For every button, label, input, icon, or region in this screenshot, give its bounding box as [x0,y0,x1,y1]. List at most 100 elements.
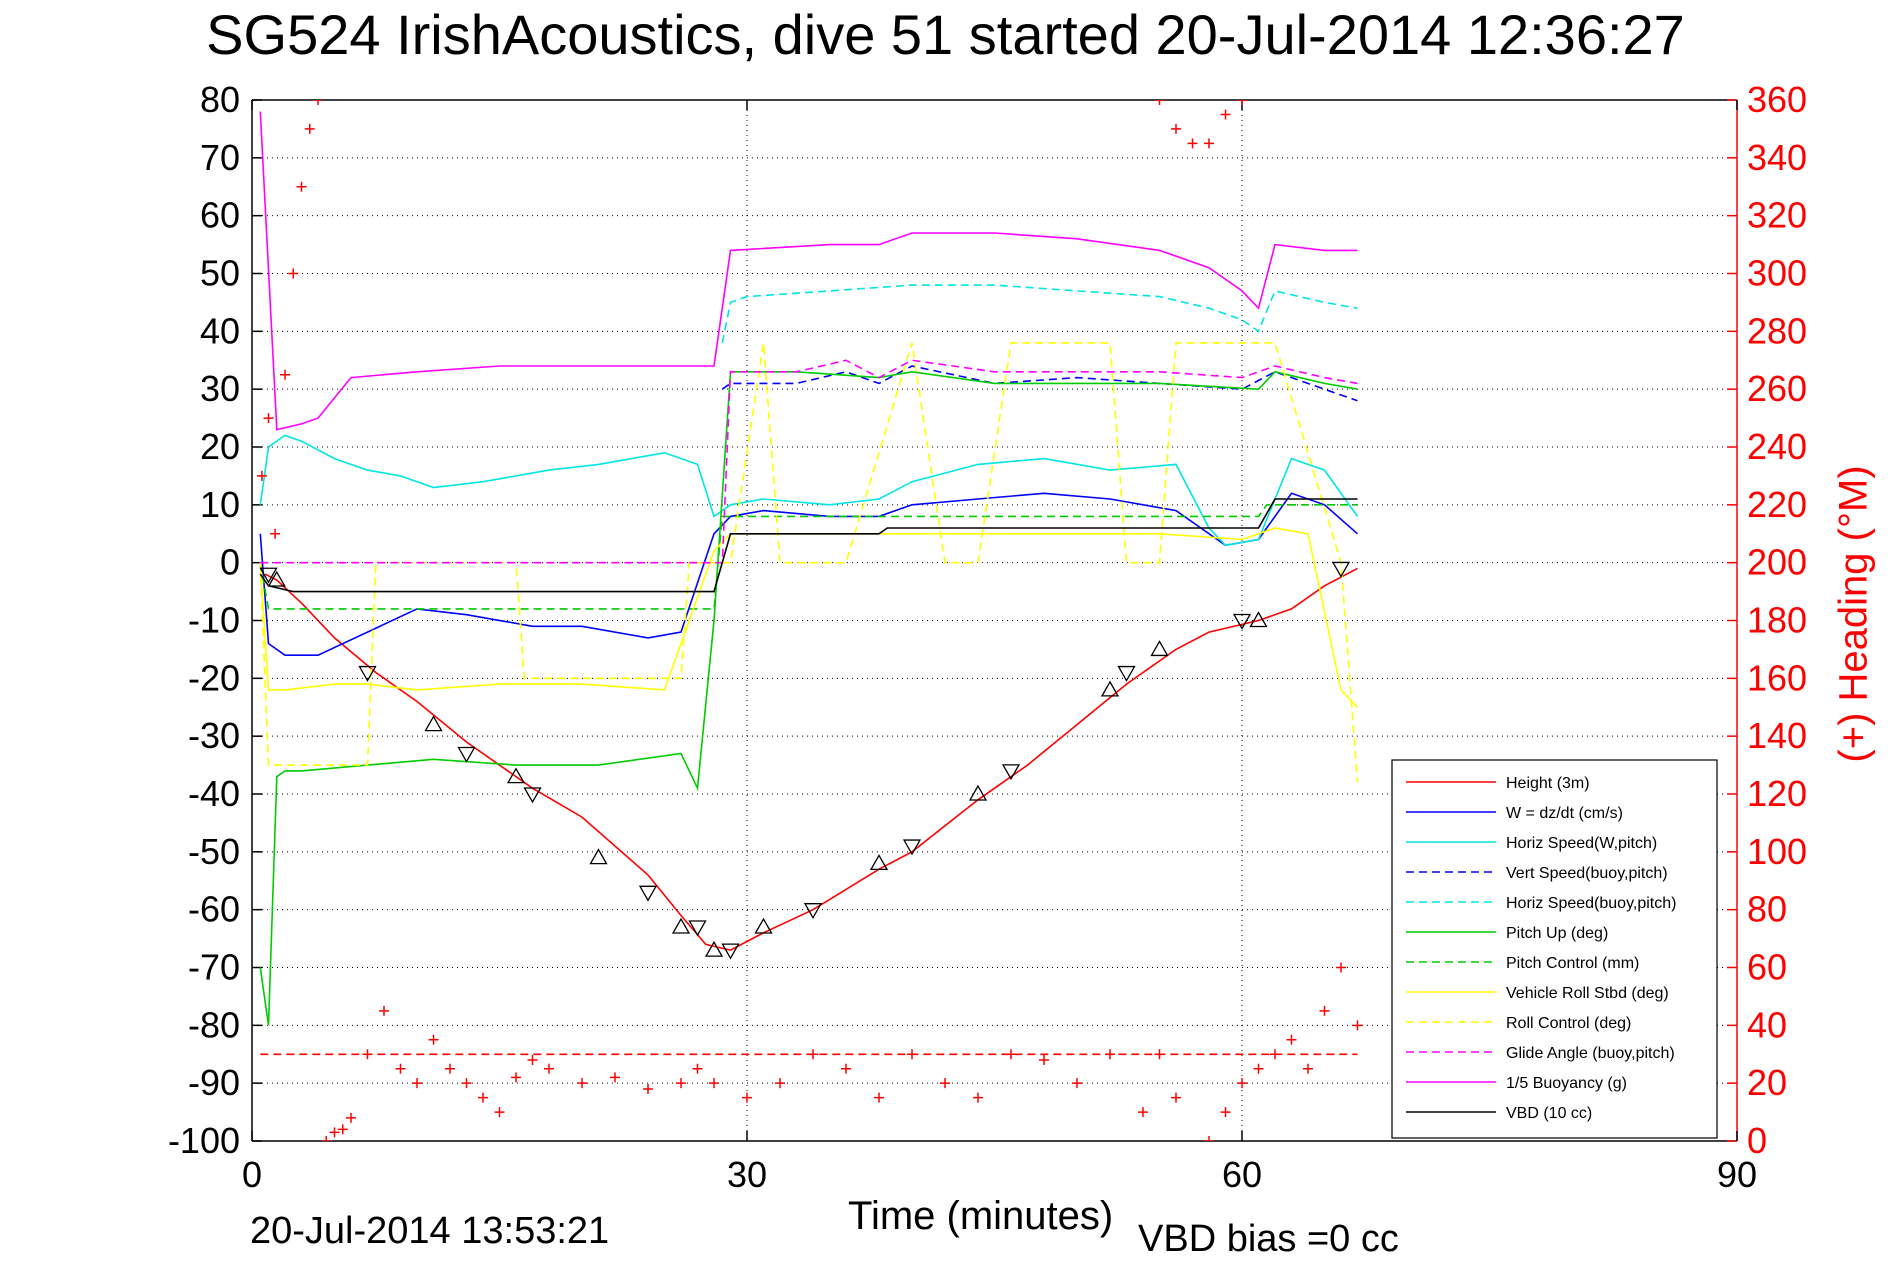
y-tick-label: -90 [188,1062,240,1103]
heading-point [544,1063,554,1074]
x-axis-label: Time (minutes) [848,1194,1114,1238]
heading-point [1072,1078,1082,1089]
legend-label: 1/5 Buoyancy (g) [1506,1075,1627,1092]
right-axis-label: (+) Heading (°M) [1831,465,1876,763]
heading-point [841,1063,851,1074]
heading-point [1352,1020,1363,1031]
legend-label: Vehicle Roll Stbd (deg) [1506,985,1669,1002]
heading-point [511,1072,521,1083]
chart-title: SG524 IrishAcoustics, dive 51 started 20… [206,3,1685,66]
footer-vbd-bias: VBD bias =0 cc [1138,1218,1399,1260]
heading-point [1039,1055,1049,1066]
legend-label: Horiz Speed(W,pitch) [1506,835,1657,852]
heading-point [1336,962,1346,973]
series-1-line [259,492,1359,657]
series-13-markers [1154,100,1247,149]
heading-point [1204,1136,1214,1141]
y-right-tick-label: 240 [1747,426,1807,467]
heading-point [1319,1005,1330,1016]
y-right-tick-label: 180 [1747,600,1807,641]
y-right-tick-label: 220 [1747,484,1807,525]
legend-label: VBD (10 cc) [1506,1105,1592,1122]
triangle-marker [902,839,922,856]
y-right-tick-label: 260 [1747,368,1807,409]
legend-label: Pitch Control (mm) [1506,955,1639,972]
heading-point [395,1063,406,1074]
heading-point [296,181,307,192]
heading-point [256,470,267,481]
heading-point [742,1092,752,1103]
triangle-marker [704,940,724,957]
y-tick-label: 70 [200,137,240,178]
triangle-marker [638,885,658,902]
y-right-tick-label: 120 [1747,773,1807,814]
y-tick-label: -20 [188,657,240,698]
heading-point [1237,1078,1247,1089]
triangle-marker [259,567,278,584]
y-right-tick-label: 340 [1747,137,1807,178]
y-right-tick-label: 80 [1747,889,1787,930]
heading-point [1220,109,1231,120]
series-4-line [721,284,1358,344]
y-tick-label: 60 [200,195,240,236]
heading-point [445,1063,455,1074]
triangle-marker [267,570,286,587]
legend-label: W = dz/dt (cm/s) [1506,805,1623,822]
heading-point [874,1092,884,1103]
triangle-marker [1249,611,1268,628]
heading-point [1171,123,1181,134]
heading-point [346,1112,356,1123]
heading-point [494,1107,505,1118]
series-11-line [259,498,1358,593]
y-right-tick-label: 140 [1747,715,1807,756]
y-right-tick-label: 300 [1747,253,1807,294]
x-tick-label: 30 [727,1154,767,1195]
x-tick-label: 90 [1717,1154,1757,1195]
y-tick-label: 80 [200,79,240,120]
y-tick-label: 30 [200,368,240,409]
legend-label: Glide Angle (buoy,pitch) [1506,1045,1675,1062]
heading-point [304,123,315,134]
y-right-tick-label: 200 [1747,542,1807,583]
heading-point [1138,1107,1148,1118]
triangle-marker [671,917,691,934]
heading-point [709,1078,719,1089]
y-tick-label: -70 [188,947,240,988]
heading-point [270,528,281,539]
heading-point [1303,1063,1313,1074]
y-right-tick-label: 40 [1747,1004,1787,1045]
heading-point [577,1078,587,1089]
heading-point [1286,1034,1297,1045]
triangle-marker [1117,665,1136,682]
legend-label: Pitch Up (deg) [1506,925,1608,942]
y-tick-label: 20 [200,426,240,467]
heading-point [379,1005,389,1016]
heading-point [973,1092,983,1103]
series-2-line [259,434,1359,547]
heading-point [313,100,323,105]
triangle-marker [1331,561,1351,578]
legend-box [1391,759,1718,1139]
y-right-tick-label: 60 [1747,947,1787,988]
triangle-marker [803,903,823,919]
heading-point [428,1034,439,1045]
series-5-line [259,370,1358,1026]
heading-point [288,268,299,279]
heading-point [329,1127,340,1138]
y-tick-label: 40 [200,310,240,351]
series-7-line [259,527,1359,708]
x-tick-label: 0 [242,1154,262,1195]
y-right-tick-label: 280 [1747,310,1807,351]
y-right-tick-label: 0 [1747,1120,1767,1161]
heading-point [1220,1107,1231,1118]
heading-point [1204,138,1214,149]
heading-point [643,1083,653,1094]
heading-point [1187,138,1198,149]
triangle-marker [523,787,542,804]
heading-point [280,369,290,380]
series-10-line [259,111,1358,431]
legend-label: Roll Control (deg) [1506,1015,1631,1032]
heading-point [412,1078,422,1089]
triangle-marker [869,854,889,871]
